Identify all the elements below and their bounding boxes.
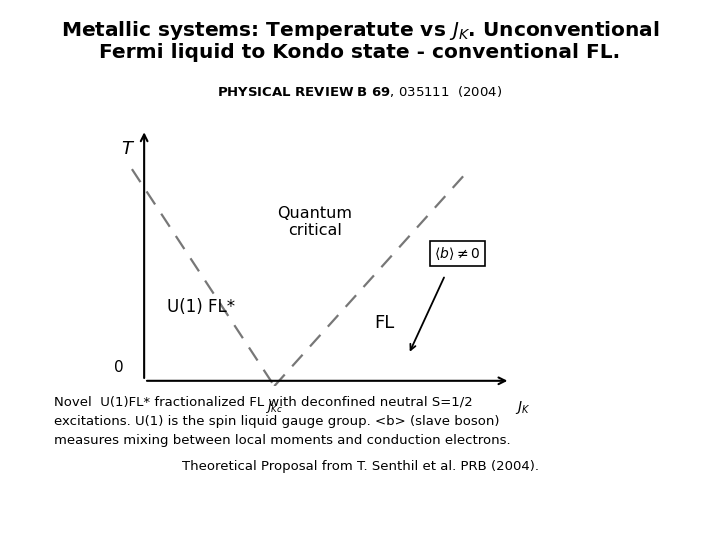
Text: $\langle b \rangle \neq 0$: $\langle b \rangle \neq 0$: [434, 245, 481, 262]
Text: Fermi liquid to Kondo state - conventional FL.: Fermi liquid to Kondo state - convention…: [99, 43, 621, 62]
Text: measures mixing between local moments and conduction electrons.: measures mixing between local moments an…: [54, 434, 510, 447]
Text: Quantum
critical: Quantum critical: [277, 206, 353, 238]
Text: Metallic systems: Temperatute vs $J_K$. Unconventional: Metallic systems: Temperatute vs $J_K$. …: [60, 19, 660, 42]
Text: $J_K$: $J_K$: [515, 400, 530, 416]
Text: excitations. U(1) is the spin liquid gauge group. <b> (slave boson): excitations. U(1) is the spin liquid gau…: [54, 415, 500, 428]
Text: FL: FL: [374, 314, 395, 332]
Text: Novel  U(1)FL* fractionalized FL with deconfined neutral S=1/2: Novel U(1)FL* fractionalized FL with dec…: [54, 395, 473, 408]
Text: $J_{Kc}$: $J_{Kc}$: [265, 400, 284, 415]
Text: Theoretical Proposal from T. Senthil et al. PRB (2004).: Theoretical Proposal from T. Senthil et …: [181, 460, 539, 473]
Text: 0: 0: [114, 360, 124, 375]
Text: U(1) FL*: U(1) FL*: [167, 298, 235, 316]
Text: $T$: $T$: [121, 140, 135, 158]
Text: $\mathbf{PHYSICAL\ REVIEW\ B\ 69}$, 035111  (2004): $\mathbf{PHYSICAL\ REVIEW\ B\ 69}$, 0351…: [217, 84, 503, 99]
